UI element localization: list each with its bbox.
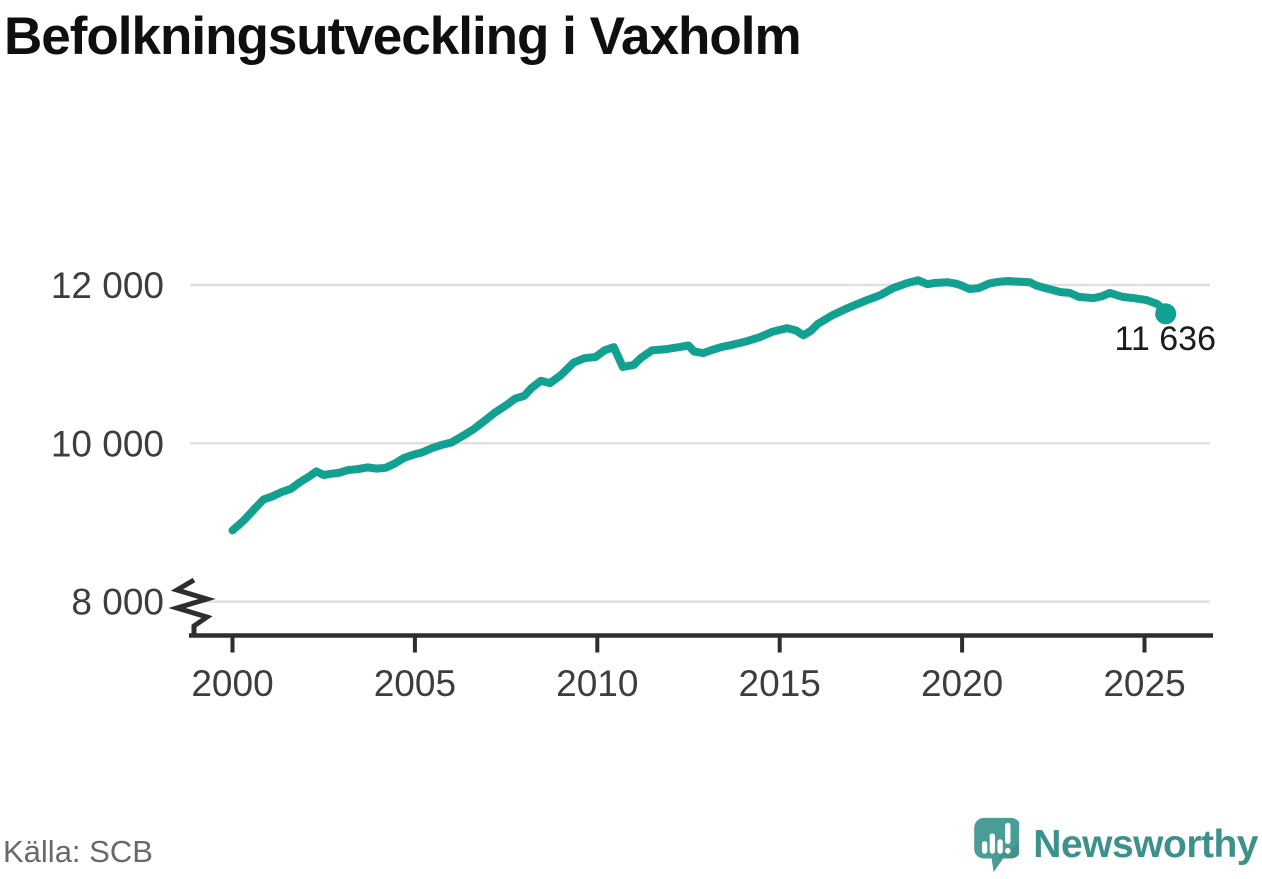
y-tick-label: 10 000 [51, 423, 164, 464]
bar-chart-exclamation-glyph [982, 822, 1011, 854]
source-label: Källa: SCB [3, 834, 153, 869]
x-tick-label: 2000 [191, 663, 273, 704]
x-tick-label: 2005 [374, 663, 456, 704]
speech-bubble-shape [974, 817, 1020, 873]
end-point-marker [1155, 303, 1177, 325]
y-tick-label: 8 000 [71, 582, 164, 623]
y-tick-label: 12 000 [51, 265, 164, 306]
x-tick-label: 2015 [739, 663, 821, 704]
chart-title: Befolkningsutveckling i Vaxholm [4, 7, 802, 66]
y-axis-break-icon [168, 577, 216, 636]
newsworthy-wordmark: Newsworthy [1033, 823, 1258, 866]
end-value-label: 11 636 [1114, 320, 1216, 358]
newsworthy-logo: Newsworthy [972, 813, 1258, 877]
x-tick-label: 2020 [921, 663, 1003, 704]
bubble-fold-shade [995, 843, 1019, 859]
population-line [228, 276, 1170, 535]
newsworthy-icon [974, 817, 1020, 873]
x-tick-label: 2010 [556, 663, 638, 704]
x-tick-label: 2025 [1103, 663, 1185, 704]
